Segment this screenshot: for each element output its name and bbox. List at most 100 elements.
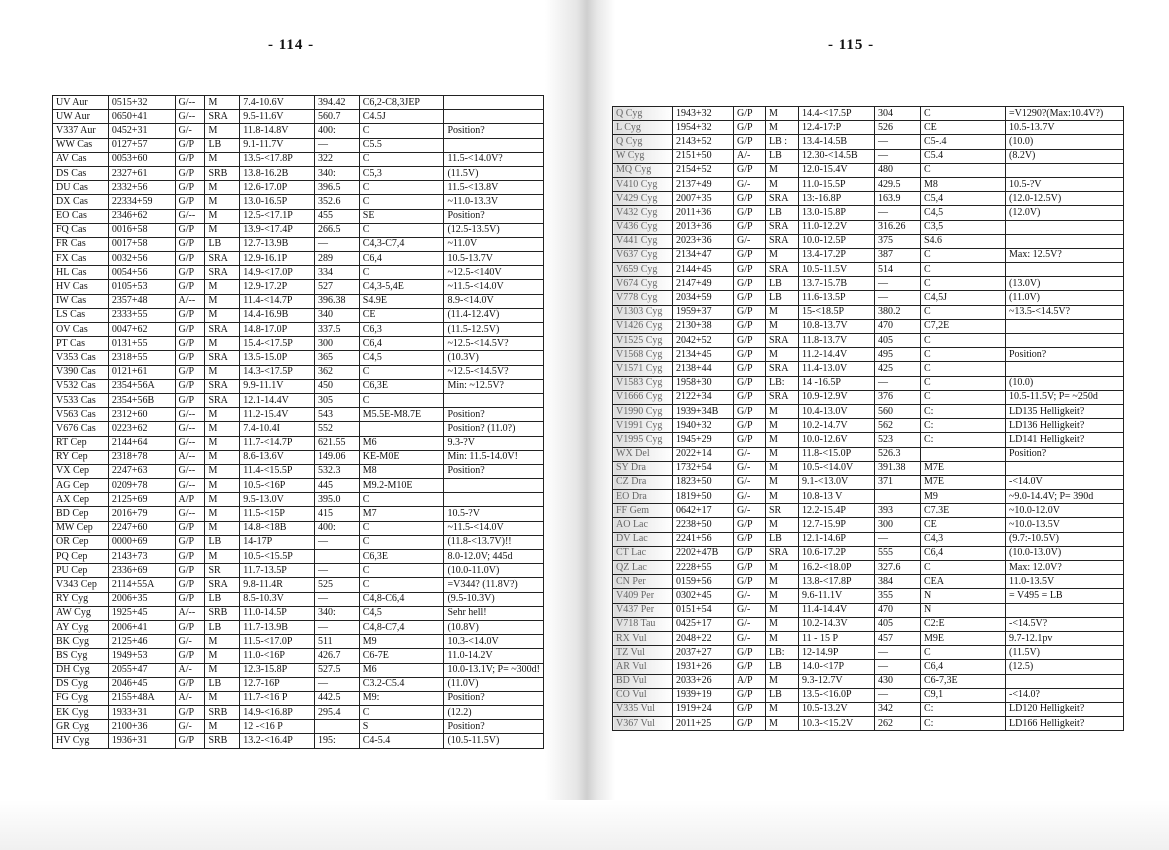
remarks-cell xyxy=(1005,162,1124,178)
magnitude-range-cell: 10.4-13.0V xyxy=(798,403,875,420)
variability-type-cell: SRA xyxy=(204,350,241,366)
table-row: V1990 Cyg 1939+34B G/P M 10.4-13.0V 560 C: LD13… xyxy=(612,403,1124,420)
coordinates-cell: 2033+26 xyxy=(672,673,734,689)
coordinates-cell: 2125+46 xyxy=(107,634,176,650)
star-name-cell: EK Cyg xyxy=(52,705,109,721)
table-row: V1426 Cyg 2130+38 G/P M 10.8-13.7V 470 C7,2E xyxy=(612,318,1124,335)
table-row: V674 Cyg 2147+49 G/P LB 13.7-15.7B — C (13.0V) xyxy=(612,276,1124,292)
class-cell: A/P xyxy=(733,673,766,689)
table-row: DV Lac 2241+56 G/P LB 12.1-14.6P — C4,3 (9.7:-1… xyxy=(612,531,1124,547)
remarks-cell: ~11.0-13.3V xyxy=(443,194,544,210)
variability-type-cell: SRA xyxy=(765,191,799,207)
period-cell: 393 xyxy=(874,503,921,519)
remarks-cell: 10.5-13.7V xyxy=(443,251,544,267)
period-cell: 470 xyxy=(874,602,921,618)
magnitude-range-cell: 10.5-11.5V xyxy=(798,262,875,278)
variability-type-cell: M xyxy=(765,701,799,718)
star-name-cell: V410 Cyg xyxy=(612,176,673,193)
table-row: WW Cas 0127+57 G/P LB 9.1-11.7V — C5.5 xyxy=(52,137,544,153)
remarks-cell: -<14.0V xyxy=(1005,474,1124,491)
class-cell: G/P xyxy=(733,531,766,547)
class-cell: G/-- xyxy=(174,478,206,494)
coordinates-cell: 0642+17 xyxy=(672,503,734,519)
magnitude-range-cell: 7.4-10.4I xyxy=(239,421,315,437)
remarks-cell xyxy=(1005,602,1124,618)
remarks-cell: (11.5-12.5V) xyxy=(443,321,544,338)
coordinates-cell: 0053+60 xyxy=(107,151,176,167)
period-cell: — xyxy=(313,619,360,636)
table-row: V676 Cas 0223+62 G/-- M 7.4-10.4I 552 Position… xyxy=(52,421,544,437)
table-row: PT Cas 0131+55 G/P M 15.4-<17.5P 300 C6,4 ~12.5… xyxy=(52,336,544,352)
remarks-cell: (12.2) xyxy=(443,705,544,721)
table-row: DH Cyg 2055+47 A/- M 12.3-15.8P 527.5 M6 10.0-1… xyxy=(52,662,544,678)
spectrum-cell: C xyxy=(920,347,1006,363)
variability-type-cell: M xyxy=(204,719,241,735)
star-name-cell: V1303 Cyg xyxy=(612,304,673,320)
class-cell: G/P xyxy=(733,105,766,122)
coordinates-cell: 2247+60 xyxy=(107,520,176,536)
class-cell: G/P xyxy=(174,222,206,238)
variability-type-cell: M xyxy=(204,634,241,650)
remarks-cell: (11.0V) xyxy=(443,676,544,692)
star-name-cell: Q Cyg xyxy=(612,134,673,150)
table-row: BD Vul 2033+26 A/P M 9.3-12.7V 430 C6-7,3E xyxy=(612,673,1124,689)
spectrum-cell: M9.2-M10E xyxy=(358,478,445,494)
star-name-cell: V429 Cyg xyxy=(612,191,673,207)
star-name-cell: GR Cyg xyxy=(52,719,109,735)
coordinates-cell: 2007+35 xyxy=(672,191,734,207)
period-cell: 352.6 xyxy=(313,194,360,210)
remarks-cell: 10.5-?V xyxy=(443,506,544,522)
star-name-cell: FF Gem xyxy=(612,503,673,519)
spectrum-cell: S xyxy=(358,719,445,735)
magnitude-range-cell: 10.8-13 V xyxy=(798,489,875,505)
variability-type-cell: LB xyxy=(204,534,241,551)
remarks-cell xyxy=(443,109,544,125)
variability-type-cell: M xyxy=(765,517,799,533)
coordinates-cell: 1925+45 xyxy=(107,605,176,621)
magnitude-range-cell: 11.4-<15.5P xyxy=(239,463,315,480)
star-name-cell: V1426 Cyg xyxy=(612,318,673,335)
spectrum-cell: C4,3 xyxy=(920,531,1006,547)
spectrum-cell: C5-.4 xyxy=(920,134,1006,150)
variability-type-cell: SRA xyxy=(204,265,241,281)
period-cell: 552 xyxy=(313,421,360,437)
period-cell: — xyxy=(874,645,921,661)
variability-type-cell: SRA xyxy=(765,262,799,278)
table-row: BD Cep 2016+79 G/-- M 11.5-<15P 415 M7 10.5-?V xyxy=(52,506,544,522)
variability-type-cell: M xyxy=(204,208,241,224)
coordinates-cell: 1945+29 xyxy=(672,432,734,448)
period-cell: 337.5 xyxy=(313,321,360,338)
star-name-cell: Q Cyg xyxy=(612,105,673,122)
coordinates-cell: 2023+36 xyxy=(672,233,734,249)
spectrum-cell: C4,5 xyxy=(920,205,1006,221)
remarks-cell xyxy=(1005,262,1124,278)
star-name-cell: CT Lac xyxy=(612,545,673,562)
table-row: OV Cas 0047+62 G/P SRA 14.8-17.0P 337.5 C6,3 (1… xyxy=(52,321,544,338)
table-row: V563 Cas 2312+60 G/-- M 11.2-15.4V 543 M5.5E-M… xyxy=(52,407,544,423)
coordinates-cell: 1931+26 xyxy=(672,659,734,675)
spectrum-cell: C4.5J xyxy=(358,109,445,125)
variability-type-cell: M xyxy=(765,716,799,732)
magnitude-range-cell: 12.0-15.4V xyxy=(798,162,875,178)
table-row: HL Cas 0054+56 G/P SRA 14.9-<17.0P 334 C ~12.5-… xyxy=(52,265,544,281)
magnitude-range-cell: 9.5-11.6V xyxy=(239,109,315,125)
magnitude-range-cell: 16.2-<18.0P xyxy=(798,559,875,576)
class-cell: G/P xyxy=(174,321,206,338)
table-row: V353 Cas 2318+55 G/P SRA 13.5-15.0P 365 C4,5 (1… xyxy=(52,350,544,366)
coordinates-cell: 22334+59 xyxy=(107,194,176,210)
class-cell: G/P xyxy=(174,279,206,295)
spectrum-cell: N xyxy=(920,588,1006,604)
spectrum-cell: C xyxy=(358,123,445,139)
spectrum-cell: C3.2-C5.4 xyxy=(358,676,445,692)
variability-type-cell: SRA xyxy=(765,389,799,405)
class-cell: G/P xyxy=(733,304,766,320)
variability-type-cell: M xyxy=(204,492,241,508)
class-cell: G/P xyxy=(174,336,206,352)
variability-type-cell: M xyxy=(765,489,799,505)
spectrum-cell: M8 xyxy=(358,463,445,480)
period-cell: 266.5 xyxy=(313,222,360,238)
variability-type-cell: M xyxy=(765,176,799,193)
remarks-cell: (11.5V) xyxy=(1005,645,1124,661)
coordinates-cell: 2151+50 xyxy=(672,148,734,164)
class-cell: G/P xyxy=(733,120,766,136)
